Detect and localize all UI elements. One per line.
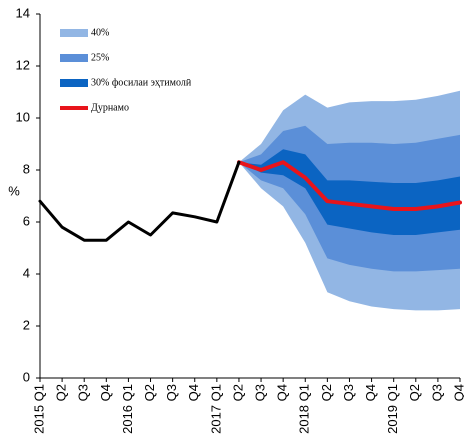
x-tick-label: Q2: [54, 384, 69, 401]
x-tick-label: Q4: [451, 384, 464, 401]
x-tick-label: Q2: [319, 384, 334, 401]
legend-swatch: [60, 79, 88, 87]
legend-label: 30% фосилаи эҳтимолӣ: [91, 77, 192, 88]
x-tick-label: Q3: [76, 384, 91, 401]
x-tick-label: Q3: [164, 384, 179, 401]
line: [236, 160, 462, 211]
x-tick-label: Q2: [142, 384, 157, 401]
legend-label: Дурнамо: [91, 102, 129, 113]
x-tick-label: 2017 Q1: [208, 384, 223, 434]
legend-label: 40%: [91, 27, 109, 38]
x-tick-label: Q3: [252, 384, 267, 401]
y-axis-label: %: [8, 183, 20, 198]
legend-label: 25%: [91, 52, 109, 63]
x-tick-label: Q3: [429, 384, 444, 401]
x-tick-label: Q4: [363, 384, 378, 401]
x-tick-label: Q2: [230, 384, 245, 401]
x-tick-label: Q4: [275, 384, 290, 401]
y-tick-label: 14: [16, 5, 30, 20]
legend-swatch: [60, 54, 88, 62]
y-tick-label: 0: [23, 369, 30, 384]
legend-swatch: [60, 29, 88, 37]
y-tick-label: 4: [23, 265, 30, 280]
x-tick-label: Q4: [186, 384, 201, 401]
line: [38, 160, 241, 242]
x-tick-label: 2018 Q1: [297, 384, 312, 434]
x-tick-label: Q2: [407, 384, 422, 401]
y-tick-label: 8: [23, 161, 30, 176]
x-tick-label: Q4: [98, 384, 113, 401]
y-tick-label: 12: [16, 57, 30, 72]
y-tick-label: 2: [23, 317, 30, 332]
y-tick-label: 6: [23, 213, 30, 228]
x-tick-label: 2019 Q1: [385, 384, 400, 434]
y-tick-label: 10: [16, 109, 30, 124]
x-tick-label: Q3: [341, 384, 356, 401]
x-tick-label: 2016 Q1: [120, 384, 135, 434]
x-tick-label: 2015 Q1: [31, 384, 46, 434]
